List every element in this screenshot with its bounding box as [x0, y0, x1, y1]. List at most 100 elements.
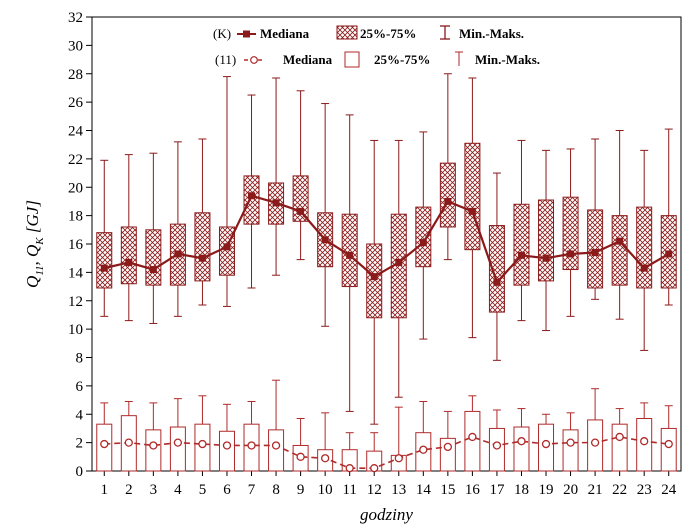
x-tick-label: 9 [297, 482, 305, 498]
x-tick-label: 4 [174, 482, 182, 498]
y-tick-label: 24 [68, 124, 84, 140]
x-tick-label: 21 [588, 482, 603, 498]
x-axis-title: godziny [360, 505, 413, 524]
median-point-K [468, 207, 476, 215]
x-tick-label: 1 [101, 482, 109, 498]
box-11 [145, 429, 162, 472]
y-tick-label: 32 [68, 10, 83, 26]
x-tick-label: 18 [514, 482, 529, 498]
legend-k-median-marker [243, 30, 250, 38]
x-tick-label: 3 [150, 482, 158, 498]
median-line-11 [104, 436, 669, 469]
box-K [513, 203, 530, 286]
box-K [611, 215, 628, 286]
median-point-11 [345, 464, 354, 473]
y-axis-title-part: Q [23, 276, 42, 288]
median-point-11 [541, 439, 551, 449]
x-tick-label: 15 [440, 482, 455, 498]
median-point-11 [590, 438, 600, 447]
median-point-11 [615, 432, 624, 442]
median-point-K [640, 264, 648, 272]
x-tick-label: 17 [489, 482, 505, 498]
x-tick-label: 22 [612, 482, 627, 498]
x-tick-label: 14 [416, 482, 432, 498]
median-point-K [125, 258, 133, 266]
x-tick-label: 7 [248, 482, 256, 498]
y-tick-label: 18 [68, 209, 83, 225]
y-axis-title: Q11, QK [GJ] [23, 200, 46, 288]
median-point-K [272, 199, 280, 207]
box-K [341, 213, 358, 288]
legend-k-whisker-label: Min.-Maks. [459, 26, 524, 41]
median-point-11 [370, 464, 379, 473]
median-point-K [248, 192, 256, 200]
median-point-K [517, 251, 525, 259]
box-K [366, 243, 383, 319]
median-point-K [223, 243, 231, 251]
median-point-11 [173, 438, 183, 447]
median-point-K [370, 273, 378, 281]
y-tick-label: 26 [68, 95, 84, 111]
y-tick-label: 14 [68, 265, 84, 281]
median-point-K [419, 239, 427, 247]
legend-11-box-label: 25%-75% [374, 52, 430, 67]
box-K [538, 199, 555, 282]
median-line-K [104, 194, 670, 285]
legend-11-tag: (11) [215, 52, 236, 67]
median-point-11 [517, 437, 526, 446]
y-axis-title-part: [GJ] [23, 200, 42, 237]
median-point-K [591, 249, 599, 257]
median-point-11 [198, 439, 207, 449]
y-tick-label: 4 [76, 407, 84, 423]
box-11 [562, 429, 579, 472]
x-tick-label: 2 [125, 482, 133, 498]
median-point-11 [222, 441, 232, 450]
y-tick-label: 2 [76, 436, 84, 452]
x-tick-label: 24 [661, 482, 677, 498]
x-tick-label: 20 [563, 482, 578, 498]
median-point-11 [296, 452, 305, 461]
box-11 [488, 427, 505, 472]
box-K [464, 142, 481, 251]
median-point-K [493, 278, 501, 286]
median-point-11 [640, 437, 649, 446]
median-point-11 [566, 438, 575, 447]
median-point-K [198, 254, 206, 262]
median-point-11 [149, 441, 158, 450]
y-tick-label: 22 [68, 152, 83, 168]
box-11 [464, 410, 481, 472]
median-point-K [395, 258, 403, 266]
median-point-11 [100, 439, 109, 449]
x-tick-label: 19 [539, 482, 554, 498]
median-point-K [297, 207, 305, 215]
box-K [439, 162, 456, 228]
box-K [194, 212, 211, 282]
median-point-11 [124, 438, 133, 447]
legend-k-tag: (K) [213, 26, 231, 41]
median-point-11 [394, 454, 403, 463]
x-tick-label: 6 [223, 482, 231, 498]
box-11 [513, 426, 530, 472]
legend-k-box-swatch [336, 25, 358, 40]
y-tick-label: 30 [68, 38, 83, 54]
y-tick-label: 6 [76, 379, 84, 395]
legend-11-whisker-label: Min.-Maks. [475, 52, 540, 67]
y-tick-label: 8 [76, 351, 84, 367]
box-K [488, 225, 505, 313]
x-tick-label: 13 [391, 482, 406, 498]
median-point-K [444, 197, 452, 205]
legend-k-box-label: 25%-75% [360, 26, 416, 41]
median-point-K [174, 250, 182, 258]
box-11 [268, 429, 285, 472]
median-point-11 [271, 441, 281, 450]
median-point-K [100, 264, 108, 272]
box-K [243, 175, 260, 225]
x-tick-label: 10 [318, 482, 333, 498]
y-tick-label: 0 [76, 464, 84, 480]
box-K [145, 229, 162, 286]
median-point-K [616, 237, 624, 245]
box-K [96, 232, 113, 289]
median-point-K [321, 236, 329, 244]
legend-11-median-label: Mediana [283, 52, 333, 67]
median-point-11 [492, 441, 502, 450]
